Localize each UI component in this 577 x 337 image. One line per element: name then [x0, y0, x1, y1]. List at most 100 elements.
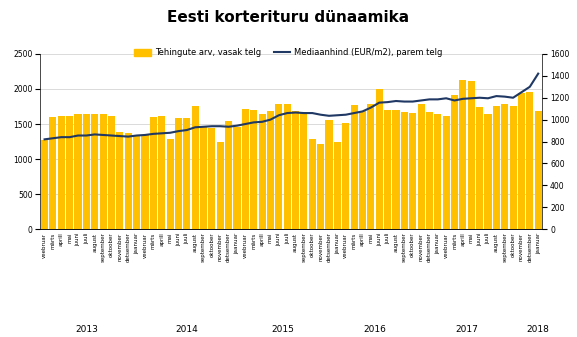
Text: 2018: 2018 [527, 325, 550, 334]
Bar [234, 127, 241, 229]
Text: oktoober: oktoober [410, 233, 415, 257]
Text: jaanuar: jaanuar [134, 233, 139, 254]
Text: september: september [502, 233, 507, 263]
Text: august: august [394, 233, 399, 251]
Bar [133, 136, 140, 229]
Text: juuni: juuni [276, 233, 282, 246]
Text: 2013: 2013 [75, 325, 98, 334]
Bar [41, 140, 48, 229]
Bar [175, 118, 182, 229]
Text: aprill: aprill [260, 233, 265, 246]
Bar [443, 116, 449, 229]
Bar [91, 114, 98, 229]
Bar [50, 117, 57, 229]
Bar [200, 127, 207, 229]
Bar [325, 120, 332, 229]
Text: august: august [494, 233, 499, 251]
Text: mai: mai [167, 233, 173, 243]
Bar [225, 121, 232, 229]
Text: august: august [193, 233, 198, 251]
Bar [141, 135, 148, 229]
Bar [167, 140, 174, 229]
Bar [535, 112, 542, 229]
Text: juuli: juuli [284, 233, 290, 244]
Text: november: november [318, 233, 323, 261]
Text: aprill: aprill [59, 233, 64, 246]
Text: veebruar: veebruar [243, 233, 248, 257]
Text: detsember: detsember [427, 233, 432, 263]
Bar [158, 116, 165, 229]
Text: september: september [301, 233, 306, 263]
Bar [250, 110, 257, 229]
Text: juuli: juuli [84, 233, 89, 244]
Bar [267, 111, 274, 229]
Text: detsember: detsember [327, 233, 332, 263]
Text: november: november [418, 233, 424, 261]
Text: aprill: aprill [360, 233, 365, 246]
Text: november: november [117, 233, 122, 261]
Bar [309, 140, 316, 229]
Bar [125, 133, 132, 229]
Legend: Tehingute arv, vasak telg, Mediaanhind (EUR/m2), parem telg: Tehingute arv, vasak telg, Mediaanhind (… [131, 44, 446, 60]
Text: juuni: juuni [176, 233, 181, 246]
Text: juuli: juuli [184, 233, 189, 244]
Bar [451, 95, 458, 229]
Bar [301, 112, 308, 229]
Text: jaanuar: jaanuar [335, 233, 340, 254]
Bar [509, 106, 516, 229]
Bar [317, 144, 324, 229]
Bar [192, 106, 198, 229]
Text: mai: mai [268, 233, 273, 243]
Text: mai: mai [67, 233, 72, 243]
Bar [258, 114, 265, 229]
Text: juuli: juuli [385, 233, 390, 244]
Text: august: august [92, 233, 98, 251]
Bar [518, 93, 525, 229]
Bar [108, 116, 115, 229]
Text: 2014: 2014 [175, 325, 198, 334]
Text: veebruar: veebruar [42, 233, 47, 257]
Text: september: september [402, 233, 407, 263]
Text: aprill: aprill [460, 233, 466, 246]
Bar [384, 110, 391, 229]
Text: oktoober: oktoober [310, 233, 315, 257]
Text: juuni: juuni [76, 233, 81, 246]
Bar [493, 106, 500, 229]
Bar [150, 117, 157, 229]
Text: september: september [201, 233, 206, 263]
Bar [58, 116, 65, 229]
Text: veebruar: veebruar [444, 233, 449, 257]
Bar [409, 113, 416, 229]
Bar [74, 114, 81, 229]
Text: 2015: 2015 [272, 325, 294, 334]
Bar [434, 114, 441, 229]
Text: november: november [218, 233, 223, 261]
Text: mai: mai [469, 233, 474, 243]
Bar [66, 116, 73, 229]
Text: veebruar: veebruar [343, 233, 349, 257]
Bar [83, 114, 90, 229]
Bar [284, 104, 291, 229]
Bar [368, 104, 374, 229]
Bar [468, 81, 475, 229]
Text: jaanuar: jaanuar [435, 233, 440, 254]
Text: 2016: 2016 [364, 325, 387, 334]
Text: september: september [100, 233, 106, 263]
Text: jaanuar: jaanuar [234, 233, 239, 254]
Bar [459, 80, 466, 229]
Text: juuni: juuni [377, 233, 382, 246]
Bar [183, 118, 190, 229]
Text: oktoober: oktoober [109, 233, 114, 257]
Bar [334, 142, 341, 229]
Text: juuli: juuli [485, 233, 490, 244]
Text: märts: märts [351, 233, 357, 249]
Bar [117, 132, 123, 229]
Bar [342, 123, 349, 229]
Text: november: november [519, 233, 524, 261]
Text: aprill: aprill [159, 233, 164, 246]
Text: oktoober: oktoober [511, 233, 516, 257]
Bar [392, 110, 399, 229]
Bar [242, 109, 249, 229]
Text: märts: märts [151, 233, 156, 249]
Text: mai: mai [368, 233, 373, 243]
